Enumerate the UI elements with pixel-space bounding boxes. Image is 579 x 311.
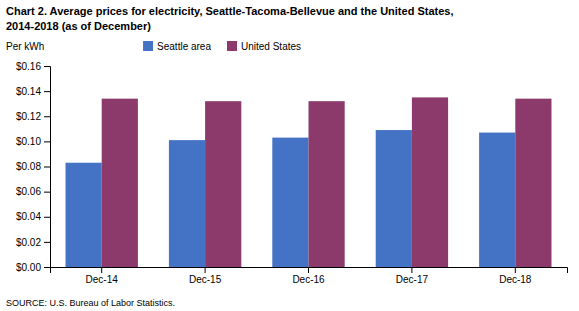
x-axis: Dec-14 Dec-15 Dec-16 Dec-17 Dec-18 — [51, 267, 568, 285]
x-tick: Dec-14 — [86, 267, 119, 285]
bar — [309, 101, 345, 267]
bar — [412, 97, 448, 267]
title: Chart 2. Average prices for electricity,… — [6, 5, 453, 17]
bar — [66, 163, 102, 267]
subtitle: 2014-2018 (as of December) — [6, 20, 151, 32]
y-tick-mark — [44, 141, 50, 142]
chart-container: Chart 2. Average prices for electricity,… — [0, 0, 579, 311]
bars — [66, 97, 552, 267]
x-tick-mark — [411, 267, 412, 273]
legend-swatch — [227, 41, 237, 51]
legend-label: Seattle area — [157, 41, 211, 52]
y-tick: $0.00 — [16, 262, 50, 273]
x-tick: Dec-18 — [499, 267, 532, 285]
y-tick: $0.10 — [16, 136, 50, 147]
legend-item: United States — [227, 41, 301, 52]
y-tick-label: $0.08 — [16, 161, 41, 172]
chart: Chart 2. Average prices for electricity,… — [0, 0, 579, 311]
y-tick-label: $0.10 — [16, 136, 41, 147]
bar — [515, 99, 551, 267]
x-tick: Dec-16 — [292, 267, 325, 285]
y-axis: $0.00 $0.02 $0.04 $0.06 $0.08 $0.10 $0.12 $0.14… — [16, 61, 51, 273]
y-tick-mark — [44, 242, 50, 243]
y-tick-mark — [44, 167, 50, 168]
y-axis-label: Per kWh — [6, 41, 44, 52]
y-tick-mark — [44, 66, 50, 67]
y-axis-line — [44, 67, 51, 268]
x-tick-label: Dec-15 — [189, 274, 222, 285]
bar — [169, 140, 205, 267]
bar — [376, 130, 412, 267]
y-tick: $0.16 — [16, 61, 50, 72]
y-tick-label: $0.06 — [16, 186, 41, 197]
y-tick: $0.06 — [16, 186, 50, 197]
bar — [479, 133, 515, 267]
x-axis-line — [51, 268, 568, 274]
y-tick: $0.14 — [16, 86, 50, 97]
y-tick: $0.08 — [16, 161, 50, 172]
bar-series — [102, 97, 552, 267]
x-tick: Dec-15 — [189, 267, 222, 285]
x-tick-label: Dec-17 — [396, 274, 429, 285]
x-tick-label: Dec-18 — [499, 274, 532, 285]
y-tick-mark — [44, 217, 50, 218]
y-tick-label: $0.00 — [16, 262, 41, 273]
y-tick: $0.02 — [16, 237, 50, 248]
y-tick-label: $0.16 — [16, 61, 41, 72]
y-tick-mark — [44, 116, 50, 117]
y-tick-mark — [44, 192, 50, 193]
y-tick-label: $0.04 — [16, 211, 41, 222]
x-tick-mark — [308, 267, 309, 273]
y-tick-label: $0.14 — [16, 86, 41, 97]
y-tick: $0.04 — [16, 211, 50, 222]
y-tick-mark — [44, 267, 50, 268]
x-tick-label: Dec-16 — [292, 274, 325, 285]
plot: $0.00 $0.02 $0.04 $0.06 $0.08 $0.10 $0.12 $0.14… — [16, 61, 568, 285]
bar — [205, 101, 241, 267]
legend: Seattle area United States — [143, 41, 301, 52]
annotation: SOURCE: U.S. Bureau of Labor Statistics. — [6, 298, 175, 308]
legend-label: United States — [241, 41, 301, 52]
x-tick: Dec-17 — [396, 267, 429, 285]
y-tick-label: $0.02 — [16, 237, 41, 248]
x-tick-mark — [101, 267, 102, 273]
x-tick-mark — [205, 267, 206, 273]
x-tick-label: Dec-14 — [86, 274, 119, 285]
y-tick-mark — [44, 91, 50, 92]
bar — [102, 99, 138, 267]
legend-swatch — [143, 41, 153, 51]
legend-item: Seattle area — [143, 41, 211, 52]
y-tick: $0.12 — [16, 111, 50, 122]
y-tick-label: $0.12 — [16, 111, 41, 122]
x-tick-mark — [515, 267, 516, 273]
bar — [272, 138, 308, 267]
